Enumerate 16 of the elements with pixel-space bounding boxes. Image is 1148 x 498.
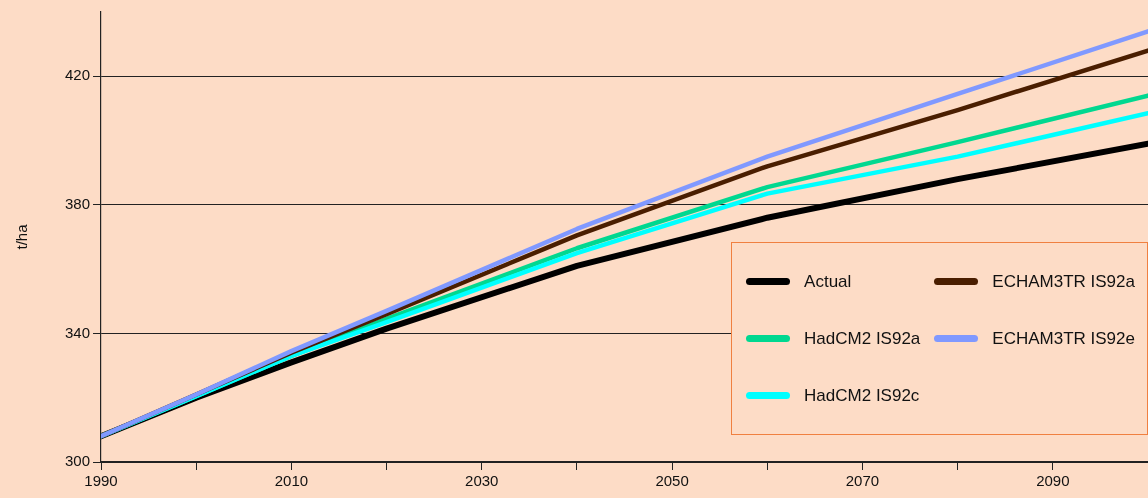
y-tick-label: 380 [65, 195, 91, 212]
x-tick-label: 2070 [845, 472, 880, 490]
x-tick-label: 2090 [1036, 472, 1070, 490]
legend-label: HadCM2 IS92a [804, 328, 921, 349]
x-tick-label: 1990 [84, 472, 118, 490]
x-tick-label: 2030 [465, 472, 499, 490]
y-tick-label: 300 [65, 452, 91, 470]
y-axis-title: t/ha [13, 223, 31, 250]
x-tick-label: 2010 [274, 472, 309, 490]
x-tick-label: 2050 [655, 472, 689, 490]
legend-label: HadCM2 IS92c [804, 385, 920, 406]
legend-label: ECHAM3TR IS92a [992, 271, 1135, 292]
legend-label: ECHAM3TR IS92e [992, 328, 1135, 349]
y-tick-label: 340 [65, 323, 91, 341]
legend-label: Actual [804, 271, 852, 292]
y-tick-label: 420 [65, 66, 91, 84]
